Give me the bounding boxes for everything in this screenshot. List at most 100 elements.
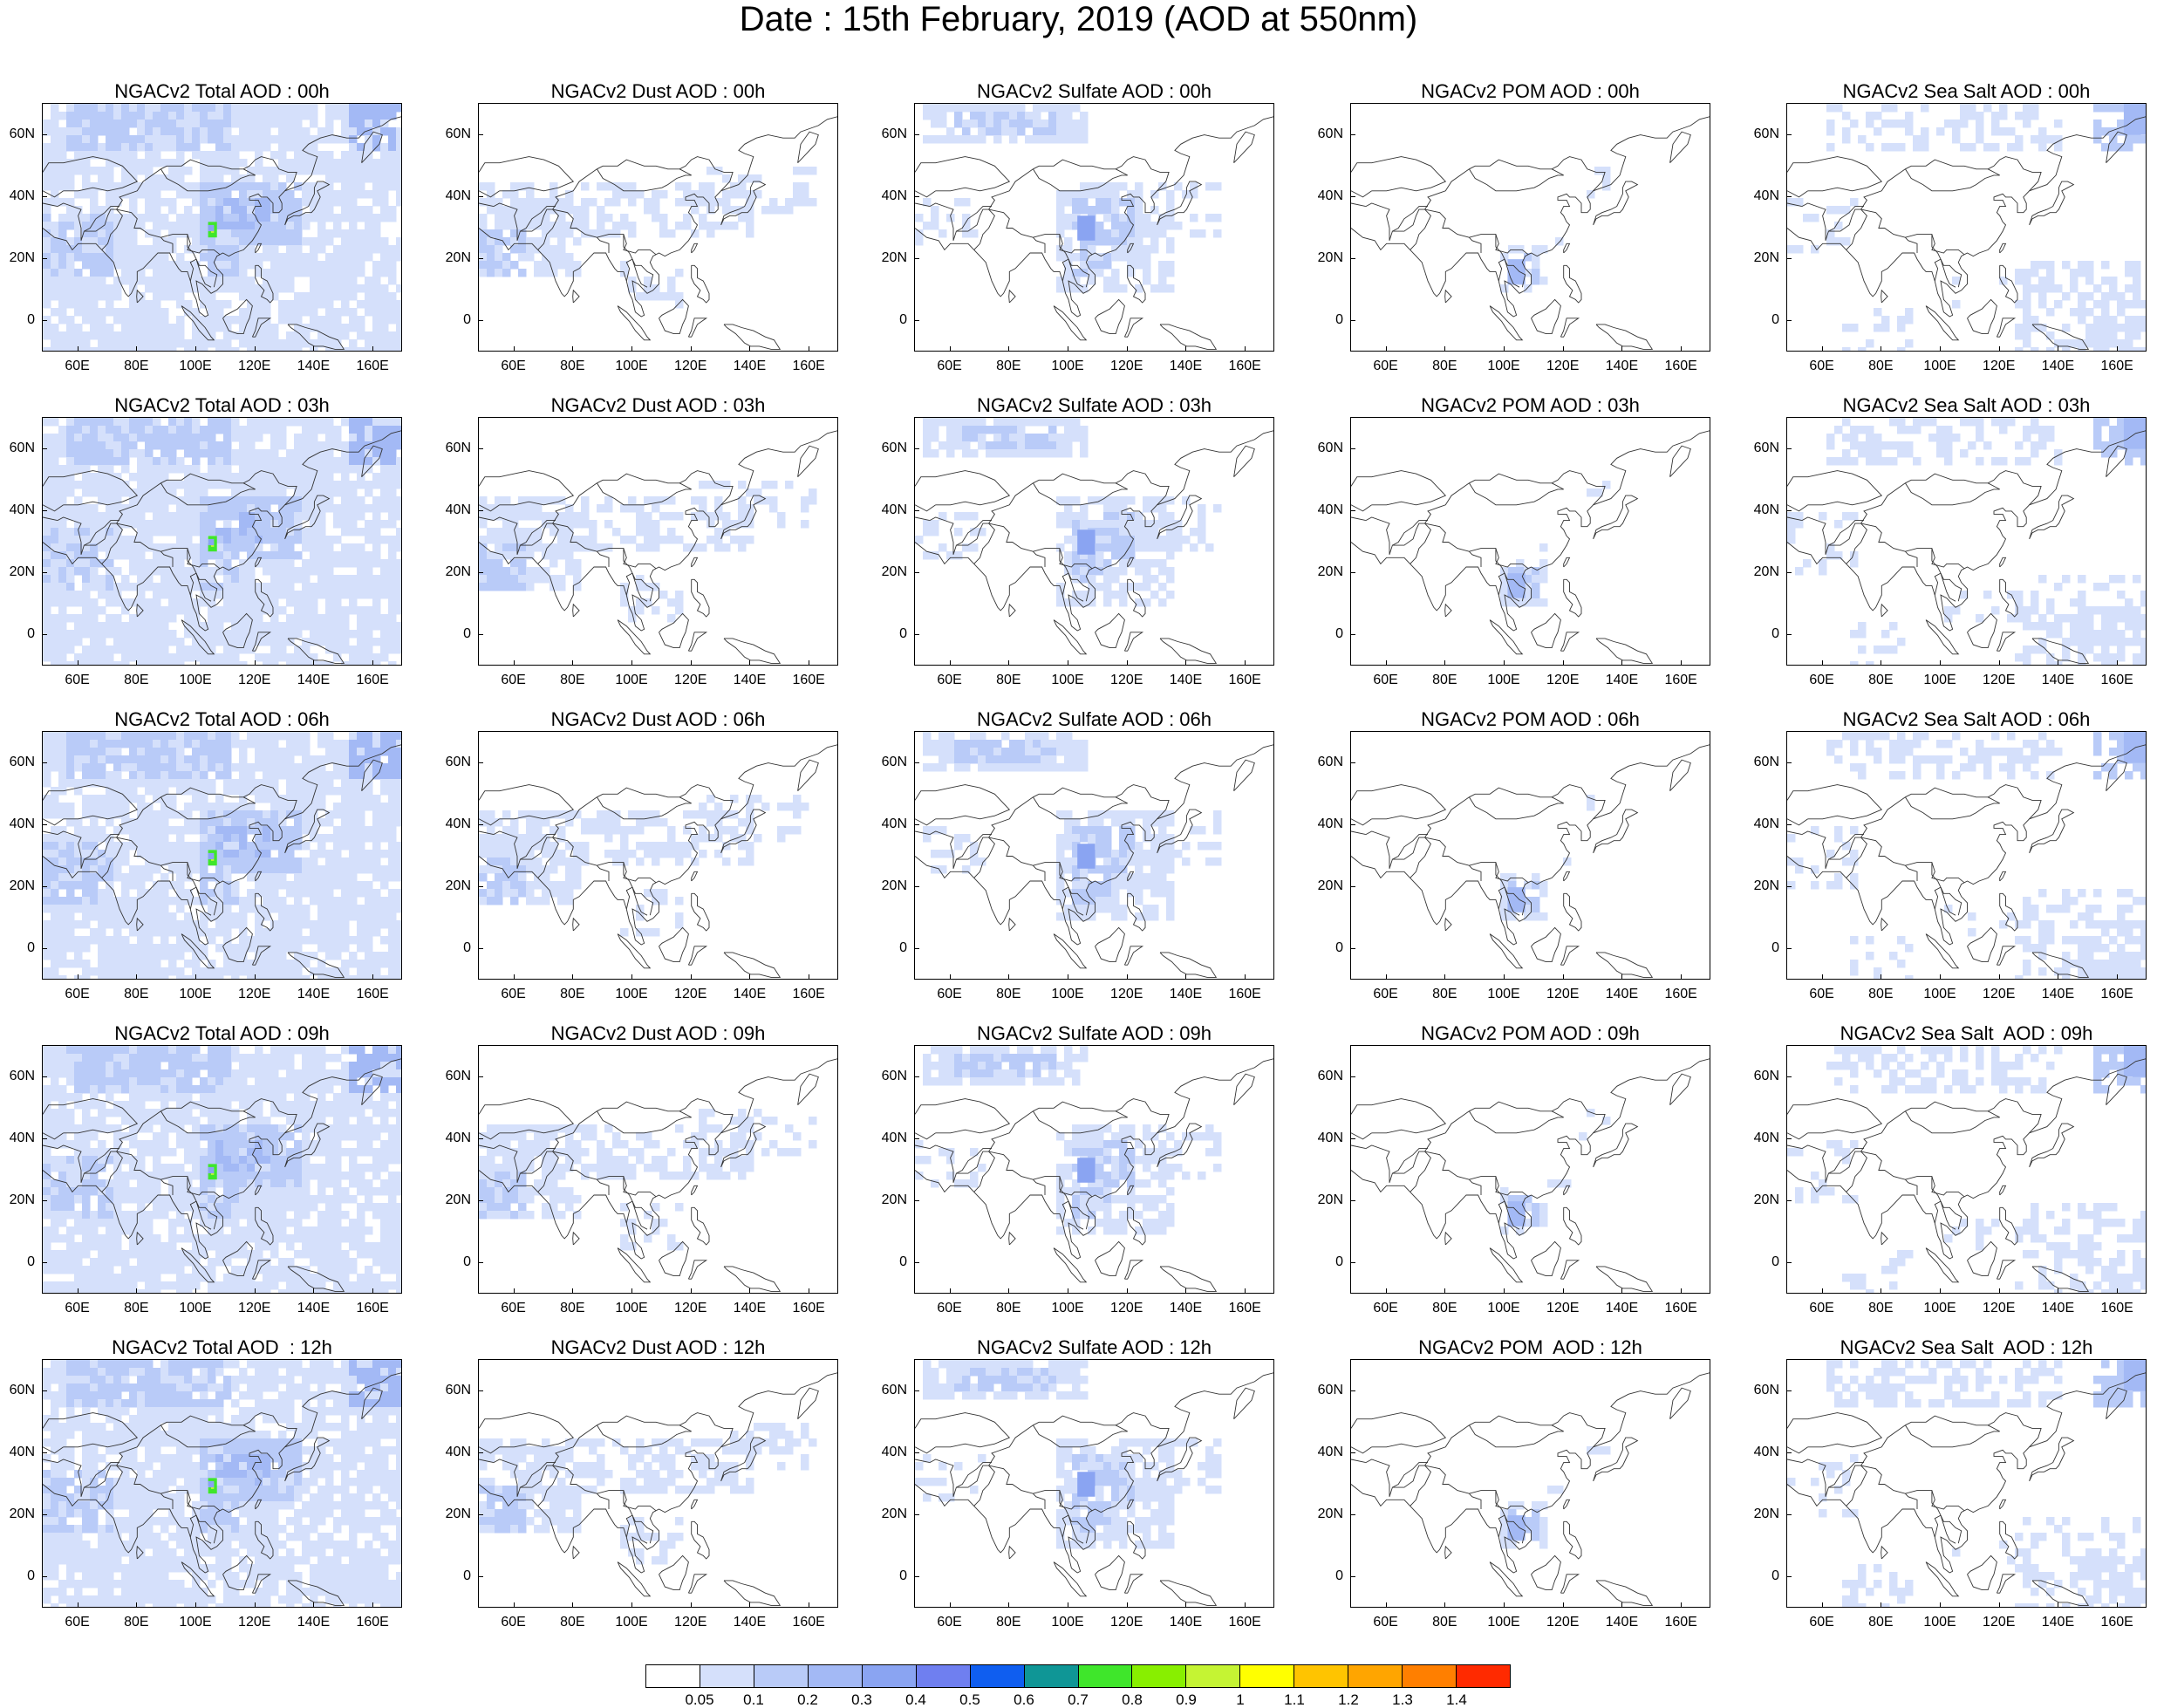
lon-tick-mark <box>1999 1602 2000 1608</box>
lon-tick-mark <box>1504 660 1505 666</box>
lon-tick-mark <box>1245 1288 1246 1294</box>
lat-tick-label: 60N <box>1744 1069 1779 1083</box>
lat-tick-label: 60N <box>0 1383 35 1397</box>
colorbar-swatch <box>1457 1665 1510 1687</box>
lat-tick-mark <box>1786 572 1792 573</box>
lon-tick-label: 80E <box>986 359 1030 373</box>
lon-tick-label: 60E <box>1364 1616 1408 1629</box>
lon-tick-label: 80E <box>550 987 594 1001</box>
panel-title: NGACv2 POM AOD : 06h <box>1350 708 1710 731</box>
lat-tick-mark <box>1350 196 1355 197</box>
lon-tick-label: 140E <box>2036 987 2079 1001</box>
panel-title: NGACv2 Sulfate AOD : 09h <box>914 1022 1274 1045</box>
lon-tick-mark <box>950 974 951 980</box>
lat-tick-label: 20N <box>872 1507 907 1521</box>
lat-tick-label: 20N <box>1744 879 1779 893</box>
lat-tick-mark <box>1350 1138 1355 1139</box>
lat-tick-label: 20N <box>436 251 471 265</box>
lon-tick-label: 80E <box>986 1301 1030 1315</box>
lon-tick-label: 80E <box>1859 987 1902 1001</box>
lat-tick-label: 0 <box>0 1569 35 1583</box>
lat-tick-label: 20N <box>436 1507 471 1521</box>
coastlines <box>479 1058 838 1291</box>
lon-tick-mark <box>1127 660 1128 666</box>
lat-tick-mark <box>42 1514 47 1515</box>
lon-tick-mark <box>1245 660 1246 666</box>
lat-tick-label: 60N <box>436 127 471 141</box>
lon-tick-mark <box>1822 1602 1823 1608</box>
panel-title: NGACv2 POM AOD : 09h <box>1350 1022 1710 1045</box>
lon-tick-label: 100E <box>174 1616 217 1629</box>
lon-tick-label: 60E <box>1800 673 1844 687</box>
lat-tick-label: 60N <box>872 1069 907 1083</box>
lon-tick-mark <box>1245 346 1246 352</box>
lat-tick-mark <box>1350 886 1355 887</box>
lon-tick-label: 160E <box>1223 673 1266 687</box>
lon-tick-mark <box>1185 1288 1186 1294</box>
colorbar-swatch <box>863 1665 917 1687</box>
lat-tick-mark <box>42 1200 47 1201</box>
lon-tick-mark <box>255 1602 256 1608</box>
lat-tick-label: 20N <box>436 565 471 579</box>
lon-tick-label: 100E <box>174 987 217 1001</box>
lon-tick-mark <box>691 660 692 666</box>
colorbar-label: 1.3 <box>1376 1692 1429 1707</box>
lon-tick-mark <box>749 660 750 666</box>
lat-tick-label: 60N <box>872 127 907 141</box>
lon-tick-label: 100E <box>1918 1301 1962 1315</box>
lat-tick-label: 20N <box>1744 1193 1779 1207</box>
aod-field <box>1500 481 1611 607</box>
lat-tick-label: 40N <box>1744 1445 1779 1459</box>
lon-tick-label: 60E <box>56 359 99 373</box>
colorbar-label: 0.05 <box>673 1692 726 1707</box>
lat-tick-label: 40N <box>1308 1131 1343 1145</box>
colorbar-label: 0.3 <box>836 1692 888 1707</box>
colorbar-label: 1.2 <box>1322 1692 1375 1707</box>
lat-tick-label: 20N <box>1308 565 1343 579</box>
lon-tick-label: 100E <box>1918 673 1962 687</box>
aod-hotspot <box>208 853 215 859</box>
panel-title: NGACv2 Sea Salt AOD : 09h <box>1786 1022 2147 1045</box>
lon-tick-mark <box>691 1602 692 1608</box>
lon-tick-mark <box>1386 974 1387 980</box>
lon-tick-label: 100E <box>1046 1616 1089 1629</box>
lon-tick-mark <box>195 974 196 980</box>
lat-tick-mark <box>478 258 483 259</box>
lon-tick-label: 80E <box>550 673 594 687</box>
lat-tick-mark <box>914 320 919 321</box>
lat-tick-label: 0 <box>1308 313 1343 327</box>
lon-tick-label: 160E <box>787 359 830 373</box>
lat-tick-mark <box>914 1262 919 1263</box>
lon-tick-label: 80E <box>1423 1301 1466 1315</box>
lon-tick-mark <box>631 1288 632 1294</box>
panel-title: NGACv2 Total AOD : 09h <box>42 1022 402 1045</box>
panel-title: NGACv2 Dust AOD : 06h <box>478 708 838 731</box>
colorbar-swatch <box>1186 1665 1240 1687</box>
lat-tick-mark <box>478 1138 483 1139</box>
lat-tick-label: 20N <box>436 1193 471 1207</box>
lat-tick-label: 40N <box>436 189 471 203</box>
lat-tick-label: 40N <box>436 1445 471 1459</box>
lon-tick-mark <box>255 974 256 980</box>
lat-tick-mark <box>1350 510 1355 511</box>
lat-tick-mark <box>478 1576 483 1577</box>
lat-tick-mark <box>914 886 919 887</box>
lon-tick-mark <box>572 1288 573 1294</box>
lat-tick-mark <box>42 634 47 635</box>
lat-tick-label: 0 <box>1744 627 1779 641</box>
lon-tick-label: 160E <box>1223 1301 1266 1315</box>
lat-tick-mark <box>1350 572 1355 573</box>
lat-tick-mark <box>1350 1390 1355 1391</box>
lon-tick-label: 120E <box>1105 1301 1149 1315</box>
lon-tick-label: 160E <box>787 1301 830 1315</box>
lat-tick-mark <box>1786 1514 1792 1515</box>
lat-tick-mark <box>1350 1514 1355 1515</box>
lat-tick-label: 20N <box>0 565 35 579</box>
lon-tick-mark <box>372 1602 373 1608</box>
lon-tick-label: 160E <box>351 359 394 373</box>
lon-tick-mark <box>1621 660 1622 666</box>
lat-tick-mark <box>478 448 483 449</box>
lon-tick-label: 60E <box>1364 1301 1408 1315</box>
